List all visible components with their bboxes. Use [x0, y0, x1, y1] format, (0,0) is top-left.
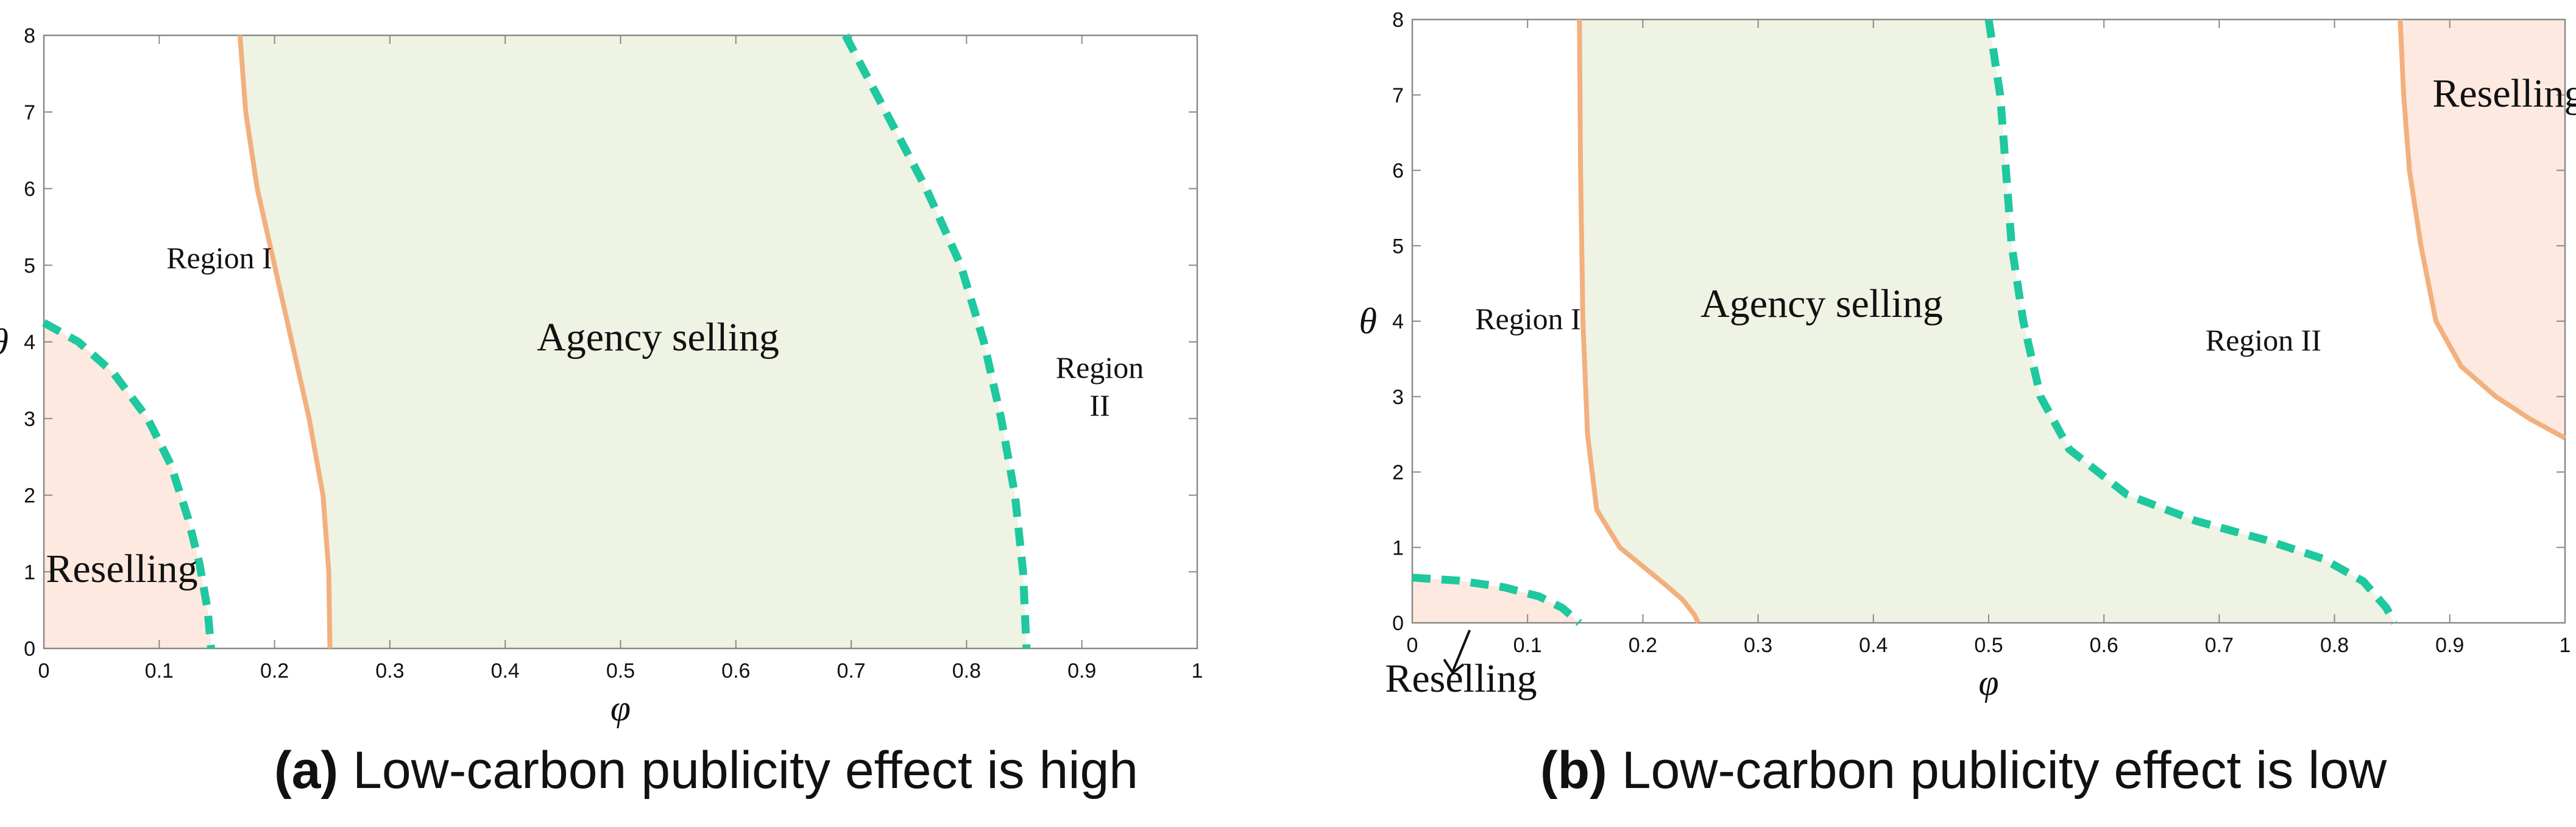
x-tick-label: 0.7	[2205, 634, 2234, 657]
y-tick-label: 6	[1392, 160, 1404, 183]
reselling-pointer-arrow	[1451, 630, 1471, 672]
x-tick-label: 0.9	[2435, 634, 2464, 657]
region-label: Agency selling	[537, 315, 779, 360]
dashed-boundary-curve	[1984, 19, 2398, 625]
x-tick-label: 0.5	[606, 659, 635, 683]
solid-boundary-curve	[237, 35, 333, 649]
y-tick-label: 0	[24, 637, 35, 661]
y-tick-label: 3	[24, 408, 35, 431]
y-tick-label: 6	[24, 178, 35, 201]
x-tick-label: 0.3	[375, 659, 404, 683]
dashed-boundary-curve	[841, 33, 1031, 649]
x-tick-label: 0.1	[1513, 634, 1542, 657]
region-label: Reselling	[1385, 656, 1537, 701]
x-axis-label: φ	[610, 688, 631, 728]
x-tick-label: 0.4	[491, 659, 520, 683]
solid-boundary-curve	[2397, 19, 2566, 441]
x-tick-label: 0.6	[2090, 634, 2118, 657]
x-tick-label: 0	[38, 659, 50, 683]
y-tick-label: 7	[24, 101, 35, 124]
y-tick-label: 8	[1392, 9, 1404, 32]
y-tick-label: 5	[1392, 235, 1404, 258]
agency-region-fill	[239, 35, 1027, 648]
x-tick-label: 0.6	[721, 659, 750, 683]
x-tick-label: 0.8	[952, 659, 981, 683]
region-label: Region II	[2206, 323, 2321, 357]
y-axis-label: θ	[1359, 301, 1377, 341]
x-tick-label: 0.7	[837, 659, 865, 683]
y-tick-label: 2	[24, 484, 35, 508]
x-tick-label: 0.2	[260, 659, 289, 683]
x-axis-label: φ	[1978, 662, 1998, 703]
dashed-boundary-curve	[1412, 573, 1582, 626]
x-tick-label: 1	[2560, 634, 2571, 657]
reselling-region-fill	[1412, 577, 1580, 623]
x-tick-label: 0	[1407, 634, 1418, 657]
y-tick-label: 4	[24, 331, 35, 354]
region-label: Reselling	[2432, 71, 2576, 116]
chart-b: 0 0.1 0.2 0.3 0.4 0.5 0.6 0.7 0.8 0.9 1 0 1 2 3 4 5 6 7 8 φ θ…	[1359, 9, 2576, 703]
x-tick-label: 0.1	[145, 659, 174, 683]
x-tick-label: 0.9	[1067, 659, 1096, 683]
caption-a: (a) Low-carbon publicity effect is high	[274, 740, 1138, 801]
region-label: Region I	[1475, 302, 1581, 336]
arrow-head-icon	[1443, 658, 1465, 675]
reselling-region-fill	[44, 322, 211, 648]
x-tick-label: 0.5	[1974, 634, 2003, 657]
region-label: Agency selling	[1700, 282, 1943, 326]
caption-a-text: Low-carbon publicity effect is high	[338, 741, 1139, 800]
y-tick-label: 1	[1392, 536, 1404, 559]
dashed-boundary-curve	[41, 319, 215, 649]
y-tick-label: 4	[1392, 310, 1404, 333]
caption-b-letter: (b)	[1540, 741, 1607, 800]
agency-region-fill	[1579, 20, 2394, 623]
y-tick-label: 1	[24, 561, 35, 584]
x-tick-label: 0.3	[1744, 634, 1772, 657]
x-tick-label: 1	[1192, 659, 1203, 683]
caption-a-letter: (a)	[274, 741, 339, 800]
caption-b: (b) Low-carbon publicity effect is low	[1540, 740, 2387, 801]
y-tick-label: 3	[1392, 386, 1404, 409]
solid-boundary-curve	[1577, 19, 1700, 624]
y-tick-label: 5	[24, 254, 35, 277]
y-tick-label: 7	[1392, 84, 1404, 107]
x-tick-label: 0.2	[1629, 634, 1657, 657]
chart-a: 0 0.1 0.2 0.3 0.4 0.5 0.6 0.7 0.8 0.9 1 0 1 2 3 4 5 6 7 8 φ θ…	[0, 24, 1203, 728]
x-tick-label: 0.4	[1859, 634, 1888, 657]
y-axis-label: θ	[0, 322, 9, 362]
reselling-region-fill-top-right	[2400, 20, 2565, 438]
region-label: Region I	[166, 241, 272, 275]
caption-b-text: Low-carbon publicity effect is low	[1607, 741, 2387, 800]
y-tick-label: 8	[24, 24, 35, 48]
y-tick-label: 2	[1392, 461, 1404, 484]
region-label: Reselling	[46, 547, 197, 591]
x-tick-label: 0.8	[2320, 634, 2349, 657]
region-label: Region II	[1056, 350, 1144, 422]
y-tick-label: 0	[1392, 612, 1404, 635]
